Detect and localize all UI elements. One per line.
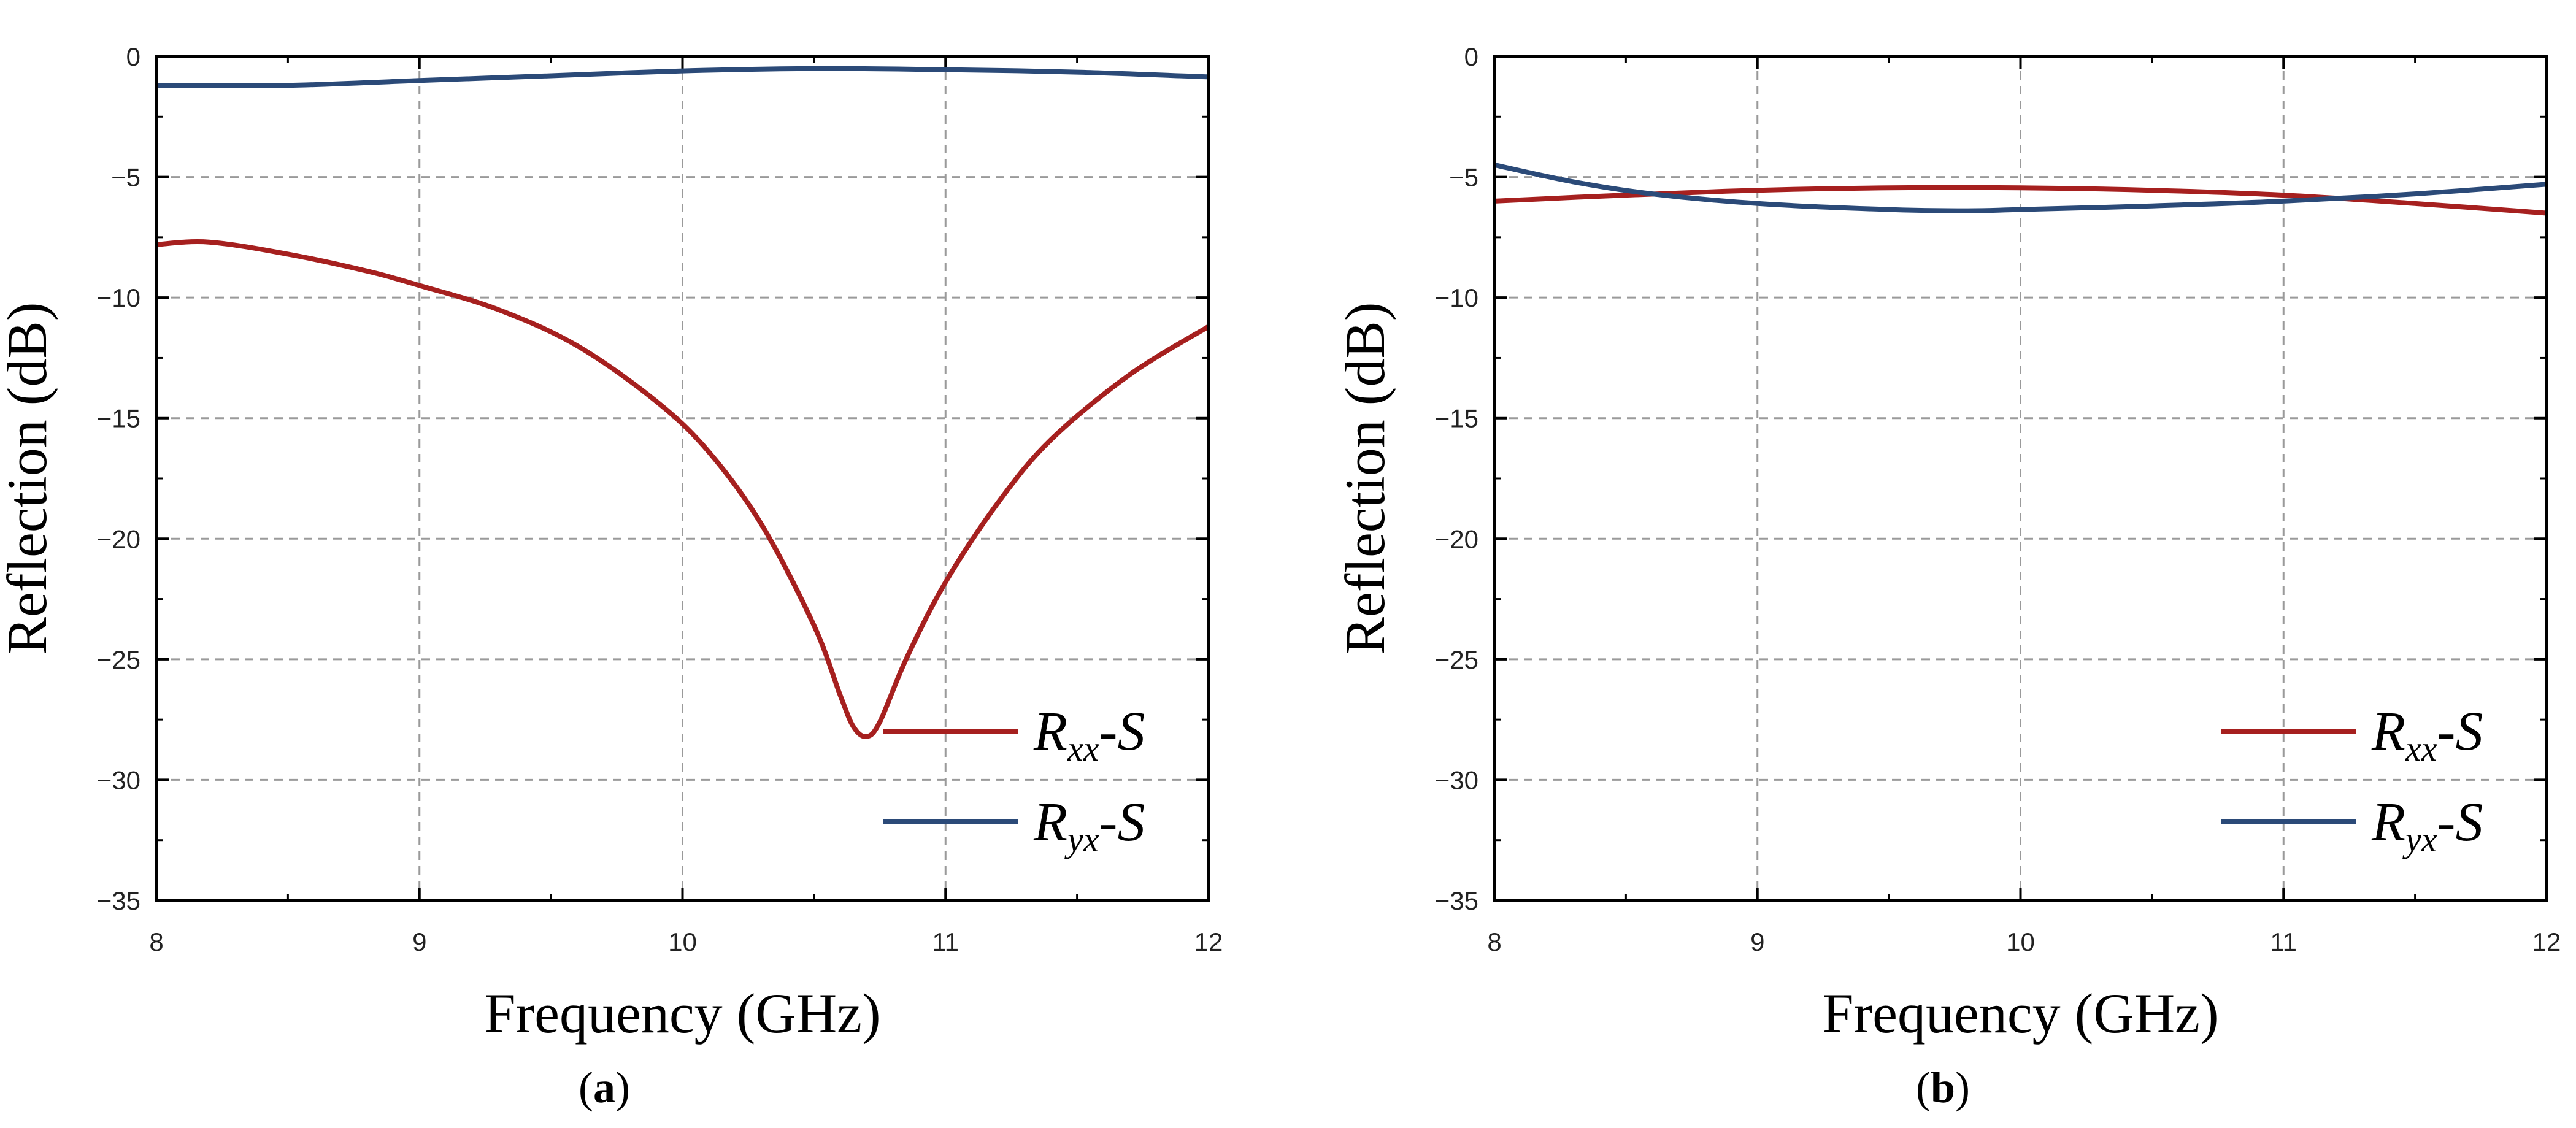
panel-label: (a) [579, 1063, 630, 1112]
y-tick-label: −30 [97, 765, 140, 794]
legend-label-Rxx-S: Rxx-S [1033, 701, 1145, 769]
x-tick-label: 9 [1750, 927, 1764, 956]
y-axis-title: Reflection (dB) [1334, 302, 1396, 655]
x-tick-label: 11 [2270, 927, 2297, 956]
legend-label-Rxx-S: Rxx-S [2371, 701, 2483, 769]
y-tick-label: −25 [97, 645, 140, 674]
y-tick-label: −30 [1435, 765, 1478, 794]
x-tick-label: 10 [668, 927, 697, 956]
y-tick-label: −35 [97, 886, 140, 915]
panel-a: 8 9 10 11 12 0 −5 −10 −15 −20 −25 −30 −35 Frequency (… [0, 42, 1223, 1112]
y-tick-label: −20 [97, 524, 140, 553]
y-tick-label: −20 [1435, 524, 1478, 553]
y-tick-label: 0 [1464, 42, 1478, 71]
y-tick-label: −15 [1435, 404, 1478, 433]
x-tick-label: 8 [149, 927, 163, 956]
x-tick-label: 8 [1487, 927, 1501, 956]
y-tick-label: −5 [1449, 163, 1478, 192]
legend-label-Ryx-S: Ryx-S [1033, 792, 1145, 859]
plot-frame [155, 55, 1210, 902]
y-tick-label: 0 [126, 42, 140, 71]
y-tick-label: −5 [111, 163, 140, 192]
panel-label: (b) [1916, 1063, 1970, 1112]
legend-label-Ryx-S: Ryx-S [2371, 792, 2483, 859]
panel-b: 8 9 10 11 12 0 −5 −10 −15 −20 −25 −30 −35 Frequency (… [1334, 42, 2561, 1112]
x-tick-label: 9 [412, 927, 426, 956]
x-axis-title: Frequency (GHz) [484, 982, 880, 1045]
x-tick-label: 12 [2532, 927, 2561, 956]
x-axis-title: Frequency (GHz) [1822, 982, 2218, 1045]
y-tick-label: −35 [1435, 886, 1478, 915]
series-line-Ryx-S [156, 66, 1209, 88]
series-line-Rxx-S [156, 239, 1209, 739]
x-tick-label: 12 [1194, 927, 1223, 956]
y-tick-label: −10 [97, 283, 140, 312]
x-tick-label: 10 [2006, 927, 2035, 956]
x-tick-label: 11 [932, 927, 959, 956]
series-line-Ryx-S [1494, 162, 2547, 213]
plot-frame [1493, 55, 2548, 902]
y-tick-label: −15 [97, 404, 140, 433]
y-tick-label: −25 [1435, 645, 1478, 674]
y-axis-title: Reflection (dB) [0, 302, 58, 655]
y-tick-label: −10 [1435, 283, 1478, 312]
